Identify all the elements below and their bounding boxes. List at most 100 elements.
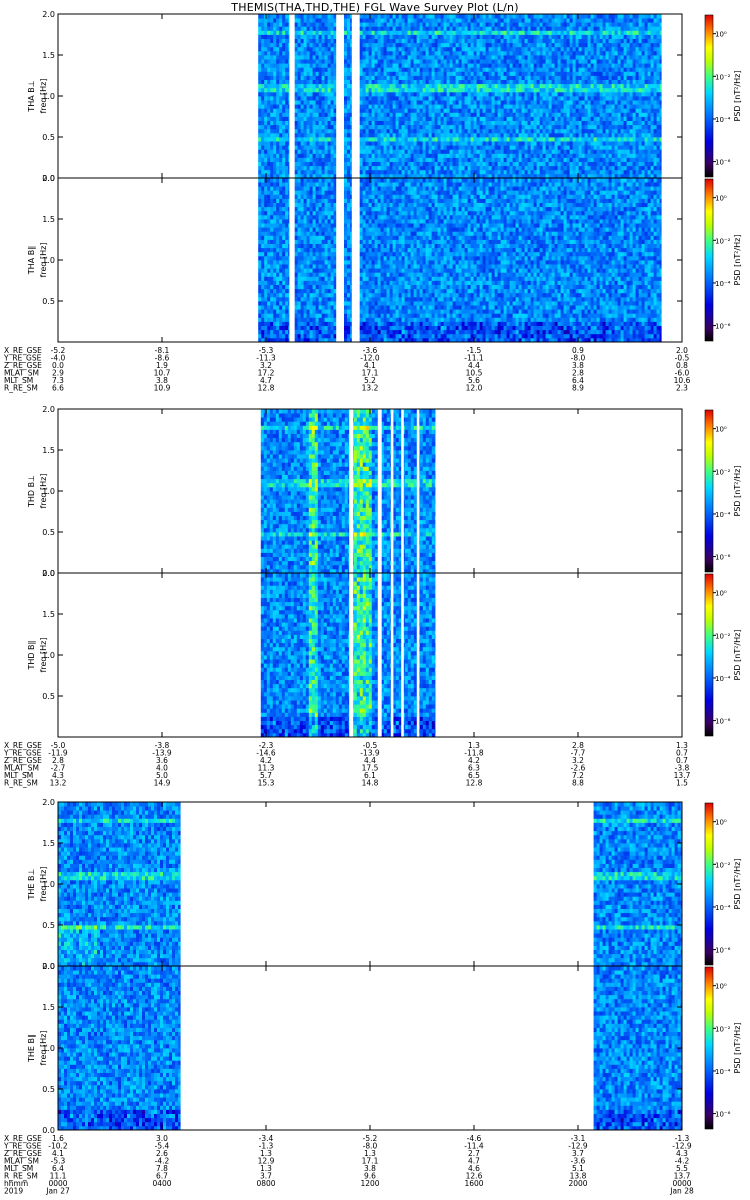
colorbar-tick-label: 10⁻² [715,237,731,245]
colorbar-tick-label: 10⁻⁶ [715,1111,731,1119]
y-tick-label: 2.0 [42,405,55,414]
ephemeris-value: 3.7 [572,1149,584,1158]
colorbar-label: PSD [nT²/Hz] [733,1023,742,1074]
ephemeris-row-label: MLAT_SM [4,369,39,378]
ephemeris-value: 0.9 [572,346,584,355]
y-tick-label: 2.0 [42,962,55,971]
ephemeris-value: 3.0 [156,1134,168,1143]
ephemeris-value: -5.3 [259,346,274,355]
colorbar-tick-label: 10⁻⁴ [715,904,731,912]
ephemeris-value: 6.4 [572,376,584,385]
ephemeris-row-label: Z_RE_GSE [4,1149,42,1158]
time-row-label: hhmm [4,1179,28,1188]
ephemeris-value: -0.5 [363,741,378,750]
ephemeris-value: 13.8 [570,1172,587,1181]
ephemeris-row-label: MLAT_SM [4,764,39,773]
colorbar: 10⁰ 10⁻² 10⁻⁴ 10⁻⁶ PSD [nT²/Hz] [704,802,742,966]
ephemeris-value: -2.6 [571,764,586,773]
ephemeris-value: -13.9 [152,749,172,758]
y-tick-label: 1.5 [42,446,55,455]
y-tick-label: 1.5 [42,1003,55,1012]
ephemeris-value: 2.8 [572,741,584,750]
spectrogram-panel: 0.0 0.5 1.0 1.5 2.0 THA B⊥ freq [Hz] 10⁰ 10⁻² 10⁻… [27,10,742,183]
panel-name: THE B∥ [27,1034,36,1063]
colorbar-tick-label: 10⁻² [715,861,731,869]
ephemeris-value: -13.9 [360,749,380,758]
y-tick-label: 2.0 [42,174,55,183]
colorbar-label: PSD [nT²/Hz] [733,466,742,517]
ephemeris-value: 12.8 [258,384,275,393]
spectrogram-image [58,966,683,1131]
y-tick-label: 0.0 [42,569,55,578]
ephemeris-table: X_RE_GSE -5.0 -3.8 -2.3 -0.5 1.3 2.8 1.3 Y_RE_GS… [3,741,691,788]
ephemeris-value: -3.6 [571,1157,586,1166]
ephemeris-value: 13.2 [50,779,67,788]
colorbar-gradient [704,573,714,737]
ephemeris-value: 3.7 [260,1172,272,1181]
ephemeris-value: -5.3 [51,1157,66,1166]
panel-ylabel: freq [Hz] [39,638,48,673]
ephemeris-value: -12.0 [360,354,380,363]
ephemeris-value: -0.5 [675,354,690,363]
ephemeris-value: 1.6 [52,1134,64,1143]
ephemeris-value: 9.6 [364,1172,376,1181]
ephemeris-row-label: Y_RE_GSE [3,1142,42,1151]
panel-ylabel: freq [Hz] [39,867,48,902]
colorbar-tick-label: 10⁰ [715,983,727,991]
y-tick-label: 0.0 [42,962,55,971]
y-tick-label: 1.5 [42,839,55,848]
colorbar-gradient [704,14,714,178]
y-tick-label: 0.5 [42,1085,55,1094]
ephemeris-value: 13.7 [674,1172,691,1181]
ephemeris-value: 4.4 [364,756,376,765]
year-label: 2019 [4,1187,23,1196]
ephemeris-value: 4.1 [52,1149,64,1158]
ephemeris-value: 2.6 [156,1149,168,1158]
ephemeris-value: -4.2 [155,1157,170,1166]
data-gap [351,178,360,342]
colorbar-tick-label: 10⁻² [715,468,731,476]
ephemeris-value: -14.6 [256,749,276,758]
page-title: THEMIS(THA,THD,THE) FGL Wave Survey Plot… [0,1,750,14]
ephemeris-value: 3.6 [156,756,168,765]
ephemeris-value: 10.6 [674,376,691,385]
ephemeris-value: 5.1 [572,1164,584,1173]
data-gap [390,409,394,573]
ephemeris-value: -2.3 [259,741,274,750]
ephemeris-row-label: MLAT_SM [4,1157,39,1166]
ephemeris-value: 10.7 [154,369,171,378]
date-label: Jan 28 [669,1187,694,1196]
y-tick-label: 1.5 [42,610,55,619]
ephemeris-row-label: X_RE_GSE [4,346,42,355]
ephemeris-value: -11.4 [464,1142,484,1151]
ephemeris-row-label: R_RE_SM [4,384,38,393]
ephemeris-value: -5.0 [51,741,66,750]
y-tick-label: 1.0 [42,256,55,265]
y-tick-label: 0.5 [42,692,55,701]
colorbar-tick-label: 10⁰ [715,590,727,598]
ephemeris-value: 5.6 [468,376,480,385]
ephemeris-value: 8.9 [572,384,584,393]
ephemeris-value: 11.3 [258,764,275,773]
panel-name: THD B⊥ [27,475,36,508]
panel-name: THE B⊥ [27,868,36,900]
y-tick-label: 0.0 [42,1126,55,1135]
ephemeris-value: 5.0 [156,771,168,780]
data-gap [336,14,344,178]
ephemeris-value: 1.9 [156,361,168,370]
panel-name: THA B⊥ [27,80,36,112]
ephemeris-value: -11.3 [256,354,276,363]
ephemeris-value: -4.6 [467,1134,482,1143]
ephemeris-value: -3.6 [363,346,378,355]
ephemeris-table: X_RE_GSE 1.6 3.0 -3.4 -5.2 -4.6 -3.1 -1.3 Y_RE_G… [3,1134,694,1196]
colorbar-tick-label: 10⁻² [715,1025,731,1033]
ephemeris-value: -8.0 [571,354,586,363]
ephemeris-value: -11.9 [48,749,68,758]
ephemeris-value: 3.2 [260,361,272,370]
ephemeris-value: 6.7 [156,1172,168,1181]
ephemeris-value: 14.9 [154,779,171,788]
